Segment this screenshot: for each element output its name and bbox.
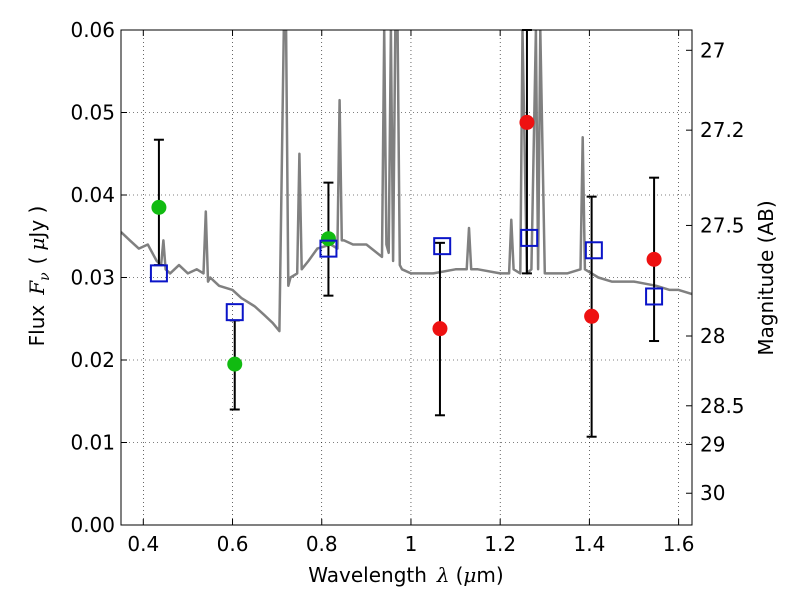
y2-tick-label: 29 — [700, 432, 725, 456]
y2-tick-label: 27 — [700, 38, 725, 62]
model-photometry-layer — [149, 228, 664, 322]
model-photometry-point — [225, 303, 244, 322]
observed-point — [227, 356, 243, 372]
x-tick-label: 1.2 — [484, 532, 516, 556]
y2-tick-label: 30 — [700, 481, 725, 505]
y-tick-label: 0.05 — [70, 101, 115, 125]
observed-point — [646, 251, 662, 267]
y-tick-label: 0.02 — [70, 348, 115, 372]
model-photometry-point — [520, 228, 539, 247]
y2-tick-label: 28.5 — [700, 394, 745, 418]
model-photometry-point — [319, 239, 338, 258]
y-axis-title: FluxFν(μJy ) — [25, 206, 53, 347]
x-tick-label: 1.6 — [663, 532, 695, 556]
y-axis: 0.00 0.01 0.02 0.03 0.04 0.05 0.06 — [70, 18, 127, 537]
error-bar-layer — [153, 29, 660, 438]
model-photometry-point — [584, 241, 603, 260]
x-axis-title: Wavelength λ (μm) — [308, 563, 503, 587]
y2-axis: 27 27.2 27.5 28 28.5 29 30 — [686, 38, 745, 505]
x-tick-label: 1.4 — [573, 532, 605, 556]
model-photometry-point — [433, 237, 452, 256]
x-axis: 0.4 0.6 0.8 1 1.2 1.4 1.6 — [127, 30, 695, 556]
y-tick-label: 0.04 — [70, 183, 115, 207]
y2-tick-label: 28 — [700, 324, 725, 348]
y-tick-label: 0.00 — [70, 513, 115, 537]
x-tick-label: 0.6 — [217, 532, 249, 556]
model-spectrum-line — [121, 30, 692, 333]
y-tick-label: 0.01 — [70, 431, 115, 455]
x-tick-label: 0.4 — [127, 532, 159, 556]
y-tick-label: 0.06 — [70, 18, 115, 42]
grid — [121, 29, 692, 526]
observed-point — [584, 308, 600, 324]
model-photometry-point — [645, 287, 664, 306]
observed-point — [320, 231, 336, 247]
y-tick-label: 0.03 — [70, 266, 115, 290]
y2-tick-label: 27.5 — [700, 213, 745, 237]
y2-axis-title: Magnitude (AB) — [754, 200, 778, 355]
observed-points-layer — [151, 114, 662, 372]
observed-point — [519, 114, 535, 130]
observed-point — [432, 321, 448, 337]
x-tick-label: 1 — [405, 532, 418, 556]
model-photometry-point — [149, 264, 168, 283]
observed-point — [151, 199, 167, 215]
y2-tick-label: 27.2 — [700, 118, 745, 142]
x-tick-label: 0.8 — [306, 532, 338, 556]
model-spectrum-layer — [121, 30, 692, 333]
